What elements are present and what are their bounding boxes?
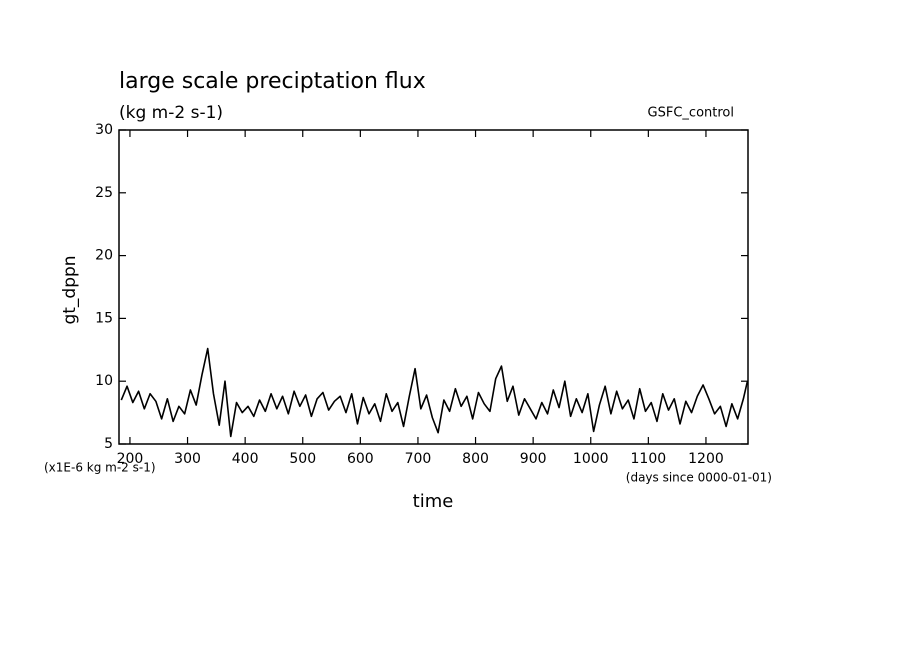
x-tick-label: 400 — [232, 451, 259, 467]
x-tick-label: 700 — [405, 451, 432, 467]
x-tick-label: 500 — [289, 451, 316, 467]
x-tick-label: 1000 — [573, 451, 609, 467]
y-units: (x1E-6 kg m-2 s-1) — [44, 461, 156, 475]
x-tick-label: 1100 — [631, 451, 667, 467]
y-axis-label: gt_dppn — [60, 255, 80, 324]
y-tick-label: 30 — [95, 122, 113, 138]
plot-frame — [118, 129, 749, 445]
x-tick-label: 1200 — [688, 451, 724, 467]
y-tick-label: 5 — [104, 436, 113, 452]
x-tick-label: 200 — [117, 451, 144, 467]
chart-title: large scale preciptation flux — [119, 69, 426, 94]
y-tick-label: 25 — [95, 185, 113, 201]
x-tick-label: 300 — [174, 451, 201, 467]
x-tick-label: 800 — [462, 451, 489, 467]
y-tick-label: 15 — [95, 310, 113, 326]
y-tick-label: 20 — [95, 248, 113, 264]
annotation: GSFC_control — [648, 106, 734, 121]
chart-subtitle: (kg m-2 s-1) — [119, 103, 223, 123]
data-line — [120, 347, 749, 438]
x-axis-label: time — [413, 491, 454, 512]
x-tick-label: 900 — [520, 451, 547, 467]
x-units: (days since 0000-01-01) — [626, 471, 772, 485]
x-tick-label: 600 — [347, 451, 374, 467]
y-tick-label: 10 — [95, 373, 113, 389]
